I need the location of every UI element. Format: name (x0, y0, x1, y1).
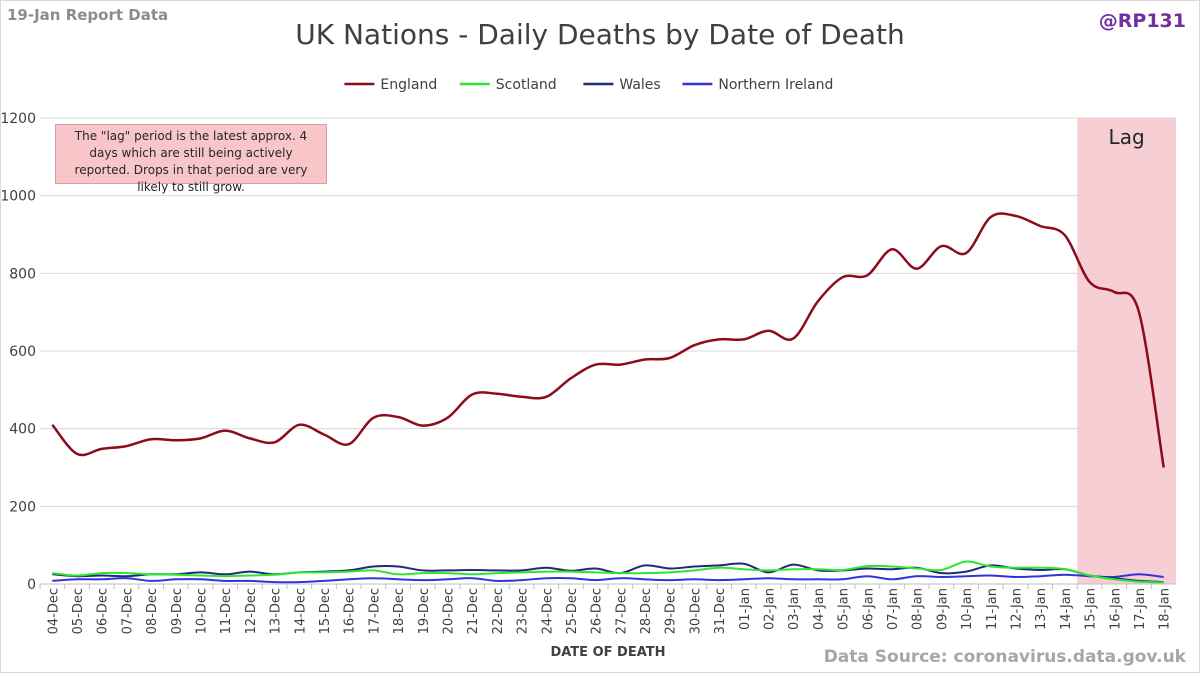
author-handle: @RP131 (1098, 10, 1186, 32)
x-tick-label: 11-Jan (985, 588, 1000, 630)
x-tick-label: 31-Dec (713, 588, 728, 634)
data-source: Data Source: coronavirus.data.gov.uk (823, 647, 1186, 667)
lag-label: Lag (1109, 125, 1145, 149)
x-tick-label: 07-Dec (120, 588, 135, 634)
x-tick-label: 13-Jan (1034, 588, 1049, 630)
legend-label-england: England (380, 77, 437, 93)
x-tick-label: 27-Dec (614, 588, 629, 634)
x-tick-label: 22-Dec (491, 588, 506, 634)
x-tick-label: 23-Dec (516, 588, 531, 634)
x-tick-label: 13-Dec (269, 588, 284, 634)
x-tick-label: 21-Dec (466, 588, 481, 634)
x-tick-label: 18-Jan (1158, 588, 1173, 630)
lag-region (1077, 118, 1176, 584)
x-tick-label: 30-Dec (688, 588, 703, 634)
legend-label-wales: Wales (619, 77, 660, 93)
series-line-wales (52, 562, 1164, 584)
x-tick-label: 08-Jan (911, 588, 926, 630)
x-tick-label: 18-Dec (392, 588, 407, 634)
y-tick-label: 800 (9, 266, 36, 282)
x-tick-label: 02-Jan (763, 588, 778, 630)
x-tick-label: 10-Jan (960, 588, 975, 630)
x-tick-label: 11-Dec (219, 588, 234, 634)
y-tick-label: 400 (9, 422, 36, 438)
x-tick-label: 06-Jan (861, 588, 876, 630)
x-tick-label: 19-Dec (417, 588, 432, 634)
legend-label-northern-ireland: Northern Ireland (718, 77, 833, 93)
lag-note: The "lag" period is the latest approx. 4… (55, 124, 327, 194)
y-tick-label: 1200 (0, 111, 36, 127)
x-tick-label: 14-Jan (1059, 588, 1074, 630)
x-tick-label: 15-Jan (1084, 588, 1099, 630)
x-tick-label: 20-Dec (441, 588, 456, 634)
x-tick-label: 09-Jan (935, 588, 950, 630)
x-tick-label: 29-Dec (664, 588, 679, 634)
x-tick-label: 12-Dec (244, 588, 259, 634)
x-tick-label: 07-Jan (886, 588, 901, 630)
x-tick-label: 09-Dec (170, 588, 185, 634)
x-tick-label: 04-Dec (46, 588, 61, 634)
x-tick-label: 17-Jan (1133, 588, 1148, 630)
x-tick-label: 05-Dec (71, 588, 86, 634)
y-tick-label: 0 (27, 577, 36, 593)
x-tick-label: 06-Dec (96, 588, 111, 634)
x-axis-title: DATE OF DEATH (550, 645, 666, 660)
y-tick-label: 600 (9, 344, 36, 360)
x-tick-label: 25-Dec (565, 588, 580, 634)
y-tick-label: 200 (9, 499, 36, 515)
x-tick-label: 26-Dec (590, 588, 605, 634)
x-tick-label: 10-Dec (195, 588, 210, 634)
x-tick-label: 08-Dec (145, 588, 160, 634)
x-tick-label: 24-Dec (540, 588, 555, 634)
x-tick-label: 04-Jan (812, 588, 827, 630)
x-tick-label: 01-Jan (738, 588, 753, 630)
x-tick-label: 03-Jan (787, 588, 802, 630)
x-tick-label: 15-Dec (318, 588, 333, 634)
series-line-northern-ireland (52, 573, 1164, 584)
x-tick-label: 16-Jan (1108, 588, 1123, 630)
y-tick-label: 1000 (0, 189, 36, 205)
x-tick-label: 16-Dec (343, 588, 358, 634)
x-tick-label: 05-Jan (837, 588, 852, 630)
series-line-scotland (52, 560, 1164, 584)
x-tick-label: 14-Dec (293, 588, 308, 634)
x-tick-label: 12-Jan (1009, 588, 1024, 630)
chart-title: UK Nations - Daily Deaths by Date of Dea… (295, 18, 905, 51)
legend-label-scotland: Scotland (496, 77, 557, 93)
report-label: 19-Jan Report Data (7, 6, 169, 24)
series-line-england (51, 212, 1165, 468)
x-tick-label: 17-Dec (367, 588, 382, 634)
x-tick-label: 28-Dec (639, 588, 654, 634)
